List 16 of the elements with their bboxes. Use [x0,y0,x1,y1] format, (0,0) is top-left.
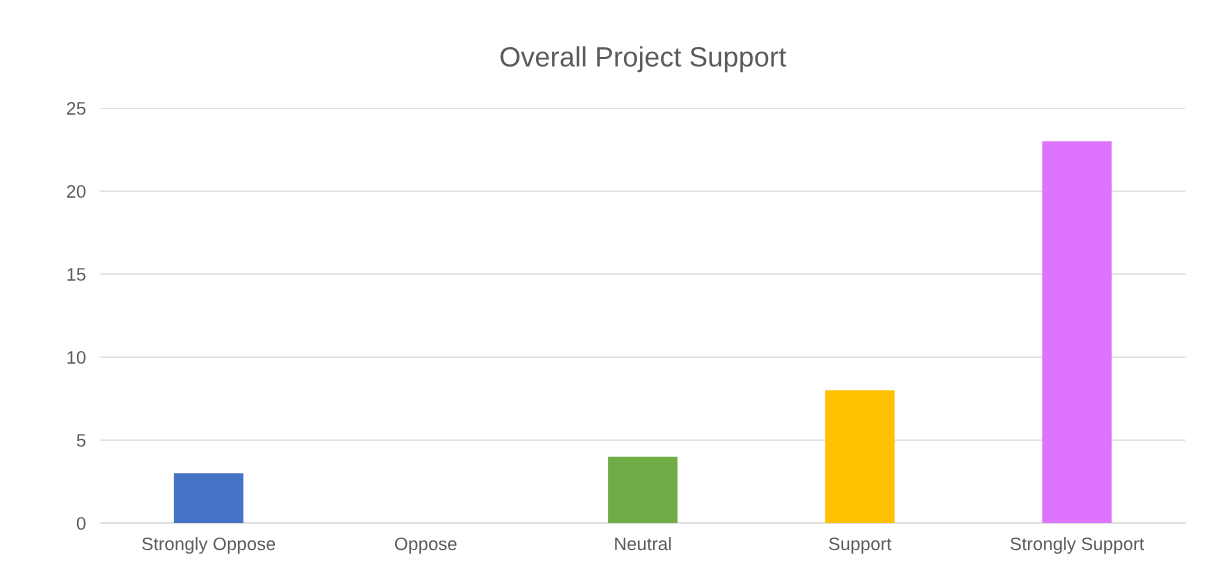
bar [825,390,895,524]
y-tick-label: 0 [76,517,86,530]
chart-title: Overall Project Support [500,46,787,73]
y-tick-label: 15 [67,268,86,281]
bar [173,473,244,524]
x-tick-label: Support [829,537,892,554]
y-tick-label: 20 [67,185,86,198]
y-tick-label: 10 [67,351,86,364]
bar [1042,141,1112,524]
x-tick-label: Neutral [615,536,671,551]
y-tick-label: 5 [76,434,86,447]
x-tick-label: Oppose [394,537,457,554]
y-tick-label: 25 [67,102,86,115]
bar [608,456,678,524]
x-tick-label: Strongly Oppose [142,536,276,554]
x-tick-label: Strongly Support [1010,536,1145,554]
